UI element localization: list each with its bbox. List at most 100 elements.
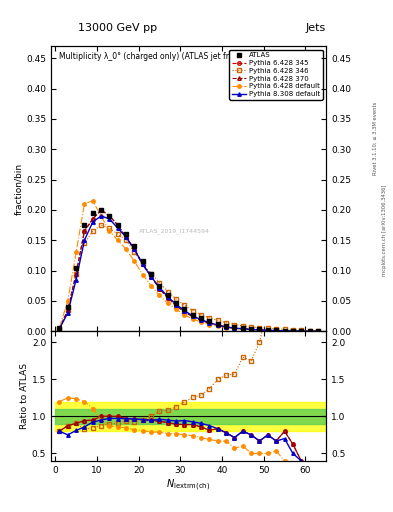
Pythia 8.308 default <box>149 273 154 280</box>
Pythia 8.308 default <box>157 285 162 291</box>
Pythia 8.308 default <box>241 326 245 332</box>
Pythia 6.428 370 <box>299 328 303 334</box>
ATLAS <box>274 327 279 333</box>
ATLAS <box>224 323 228 329</box>
ATLAS <box>165 292 170 298</box>
Y-axis label: fraction/bin: fraction/bin <box>14 163 23 215</box>
Pythia 6.428 345 <box>140 262 145 268</box>
ATLAS <box>191 312 195 318</box>
Pythia 8.308 default <box>232 325 237 331</box>
Pythia 8.308 default <box>299 328 303 334</box>
ATLAS <box>116 222 120 228</box>
Pythia 6.428 370 <box>99 207 103 213</box>
Text: 13000 GeV pp: 13000 GeV pp <box>78 23 158 33</box>
ATLAS <box>249 326 253 332</box>
Pythia 6.428 346 <box>224 319 228 326</box>
Pythia 6.428 345 <box>124 234 129 240</box>
Pythia 8.308 default <box>257 327 262 333</box>
ATLAS <box>149 270 154 276</box>
Pythia 8.308 default <box>74 276 79 283</box>
Pythia 8.308 default <box>57 326 62 332</box>
Pythia 6.428 345 <box>174 303 178 309</box>
Pythia 8.308 default <box>307 328 312 334</box>
Pythia 6.428 346 <box>124 237 129 243</box>
Pythia 6.428 346 <box>90 228 95 234</box>
Pythia 6.428 370 <box>199 317 204 324</box>
Pythia 6.428 345 <box>199 317 204 324</box>
Text: Jets: Jets <box>306 23 326 33</box>
Pythia 6.428 346 <box>65 307 70 313</box>
Pythia 6.428 default <box>274 328 279 334</box>
Pythia 6.428 default <box>107 228 112 234</box>
Pythia 6.428 370 <box>107 213 112 219</box>
Pythia 6.428 default <box>191 316 195 322</box>
ATLAS <box>82 222 87 228</box>
Pythia 6.428 default <box>282 328 287 334</box>
Pythia 6.428 default <box>241 326 245 332</box>
ATLAS <box>157 283 162 289</box>
Pythia 6.428 345 <box>57 326 62 332</box>
Pythia 6.428 346 <box>257 325 262 331</box>
ATLAS <box>316 328 320 334</box>
Pythia 6.428 370 <box>82 228 87 234</box>
Pythia 6.428 345 <box>299 328 303 334</box>
ATLAS <box>124 231 129 237</box>
Pythia 6.428 346 <box>249 324 253 330</box>
Pythia 6.428 345 <box>74 270 79 276</box>
Pythia 6.428 370 <box>140 262 145 268</box>
Pythia 8.308 default <box>132 246 137 252</box>
Pythia 8.308 default <box>274 328 279 334</box>
Line: Pythia 6.428 default: Pythia 6.428 default <box>58 199 320 333</box>
Pythia 6.428 370 <box>215 322 220 328</box>
Pythia 6.428 default <box>57 325 62 331</box>
Pythia 6.428 346 <box>132 249 137 255</box>
Pythia 6.428 345 <box>232 325 237 331</box>
Pythia 8.308 default <box>290 328 295 334</box>
ATLAS <box>65 304 70 310</box>
Line: ATLAS: ATLAS <box>57 207 320 334</box>
Pythia 6.428 370 <box>157 286 162 292</box>
ATLAS <box>140 259 145 265</box>
Pythia 6.428 default <box>316 328 320 334</box>
Pythia 6.428 346 <box>241 323 245 329</box>
Pythia 8.308 default <box>199 316 204 323</box>
ATLAS <box>257 326 262 332</box>
Pythia 6.428 346 <box>207 315 212 321</box>
Pythia 6.428 370 <box>182 309 187 315</box>
Pythia 8.308 default <box>174 302 178 308</box>
Pythia 6.428 default <box>140 272 145 278</box>
Pythia 6.428 346 <box>232 322 237 328</box>
Pythia 6.428 346 <box>57 326 62 332</box>
ATLAS <box>241 325 245 331</box>
Pythia 6.428 default <box>224 325 228 331</box>
Pythia 6.428 370 <box>257 327 262 333</box>
ATLAS <box>199 315 204 322</box>
Pythia 6.428 default <box>232 326 237 332</box>
Legend: ATLAS, Pythia 6.428 345, Pythia 6.428 346, Pythia 6.428 370, Pythia 6.428 defaul: ATLAS, Pythia 6.428 345, Pythia 6.428 34… <box>230 50 323 100</box>
Pythia 6.428 default <box>182 312 187 318</box>
Pythia 6.428 default <box>149 283 154 289</box>
Pythia 6.428 345 <box>282 328 287 334</box>
Pythia 6.428 default <box>116 237 120 243</box>
Pythia 6.428 370 <box>57 326 62 332</box>
Pythia 6.428 default <box>65 298 70 304</box>
Pythia 6.428 default <box>74 249 79 255</box>
ATLAS <box>299 328 303 334</box>
Pythia 8.308 default <box>182 308 187 314</box>
Pythia 6.428 346 <box>191 308 195 314</box>
Pythia 6.428 346 <box>282 326 287 332</box>
Pythia 6.428 345 <box>182 309 187 315</box>
Line: Pythia 6.428 370: Pythia 6.428 370 <box>58 208 320 333</box>
Pythia 6.428 346 <box>290 327 295 333</box>
Pythia 6.428 346 <box>182 302 187 308</box>
Pythia 6.428 default <box>99 213 103 219</box>
Pythia 6.428 default <box>90 198 95 204</box>
Pythia 6.428 370 <box>149 273 154 280</box>
Pythia 6.428 346 <box>149 270 154 276</box>
ATLAS <box>174 300 178 306</box>
Pythia 6.428 default <box>299 328 303 334</box>
Pythia 8.308 default <box>107 216 112 222</box>
Pythia 6.428 370 <box>207 320 212 326</box>
ATLAS <box>232 324 237 330</box>
Pythia 8.308 default <box>124 234 129 240</box>
